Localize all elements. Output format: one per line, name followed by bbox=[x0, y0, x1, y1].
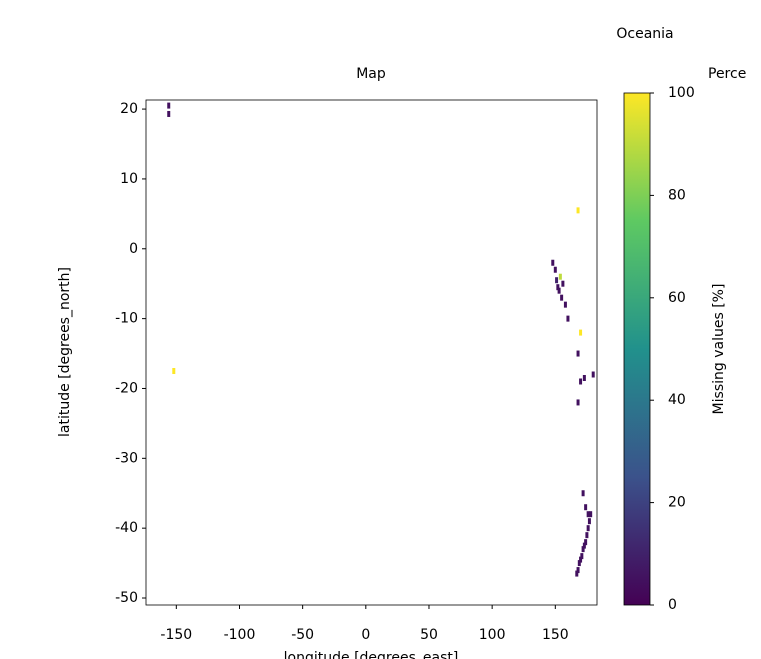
data-cell bbox=[555, 277, 559, 284]
data-cell bbox=[586, 525, 590, 532]
data-cell bbox=[576, 399, 580, 406]
y-tick-label: -40 bbox=[115, 520, 138, 536]
data-cell bbox=[579, 556, 583, 563]
data-cell bbox=[575, 570, 579, 577]
x-tick-label: -100 bbox=[224, 627, 256, 643]
data-cell bbox=[584, 539, 588, 546]
data-cell bbox=[589, 511, 593, 518]
data-cell bbox=[172, 368, 176, 375]
data-cell bbox=[553, 266, 557, 273]
y-tick-label: -30 bbox=[115, 450, 138, 466]
data-cell bbox=[576, 567, 580, 574]
colorbar-tick-label: 40 bbox=[668, 392, 686, 408]
data-cell bbox=[566, 315, 570, 322]
data-cell bbox=[557, 287, 561, 294]
data-cell bbox=[576, 207, 580, 214]
data-cell bbox=[563, 301, 567, 308]
data-cell bbox=[579, 329, 583, 336]
data-cell bbox=[576, 350, 580, 357]
data-cell bbox=[580, 553, 584, 560]
colorbar-tick-label: 0 bbox=[668, 597, 677, 613]
x-tick-label: 0 bbox=[361, 627, 370, 643]
data-cell bbox=[582, 374, 586, 381]
y-tick-label: 20 bbox=[120, 101, 138, 117]
data-cell bbox=[581, 546, 585, 553]
colorbar-tick-label: 80 bbox=[668, 187, 686, 203]
y-tick-label: -20 bbox=[115, 380, 138, 396]
colorbar-tick-label: 60 bbox=[668, 290, 686, 306]
x-axis-label: longitude [degrees_east] bbox=[284, 650, 459, 659]
y-tick-label: 10 bbox=[120, 171, 138, 187]
data-cell bbox=[581, 490, 585, 497]
data-cell bbox=[586, 511, 590, 518]
colorbar-tick-label: 100 bbox=[668, 85, 695, 101]
data-cell bbox=[560, 294, 564, 301]
x-tick-label: 100 bbox=[479, 627, 506, 643]
map-title: Map bbox=[356, 66, 386, 82]
x-tick-label: -50 bbox=[291, 627, 314, 643]
y-tick-label: -50 bbox=[115, 590, 138, 606]
x-tick-label: -150 bbox=[160, 627, 192, 643]
suptitle: Oceania bbox=[616, 26, 673, 42]
x-tick-label: 150 bbox=[542, 627, 569, 643]
data-cell bbox=[556, 284, 560, 291]
x-tick-label: 50 bbox=[420, 627, 438, 643]
colorbar bbox=[624, 93, 650, 605]
data-cell bbox=[167, 102, 171, 109]
colorbar-title: Perce bbox=[708, 66, 746, 82]
colorbar-tick-label: 20 bbox=[668, 495, 686, 511]
data-cell bbox=[551, 259, 555, 266]
data-cell bbox=[587, 518, 591, 525]
plot-frame bbox=[145, 99, 598, 606]
data-cell bbox=[561, 280, 565, 287]
colorbar-label: Missing values [%] bbox=[711, 284, 727, 415]
data-cell bbox=[579, 378, 583, 385]
data-cell bbox=[582, 542, 586, 549]
y-tick-label: 0 bbox=[129, 241, 138, 257]
data-cell bbox=[585, 532, 589, 539]
colorbar-frame bbox=[623, 92, 651, 606]
data-cell bbox=[167, 110, 171, 117]
y-tick-label: -10 bbox=[115, 311, 138, 327]
data-cell bbox=[584, 504, 588, 511]
y-axis-label: latitude [degrees_north] bbox=[57, 267, 73, 437]
data-cell bbox=[577, 560, 581, 567]
data-cell bbox=[591, 371, 595, 378]
data-cell bbox=[558, 273, 562, 280]
